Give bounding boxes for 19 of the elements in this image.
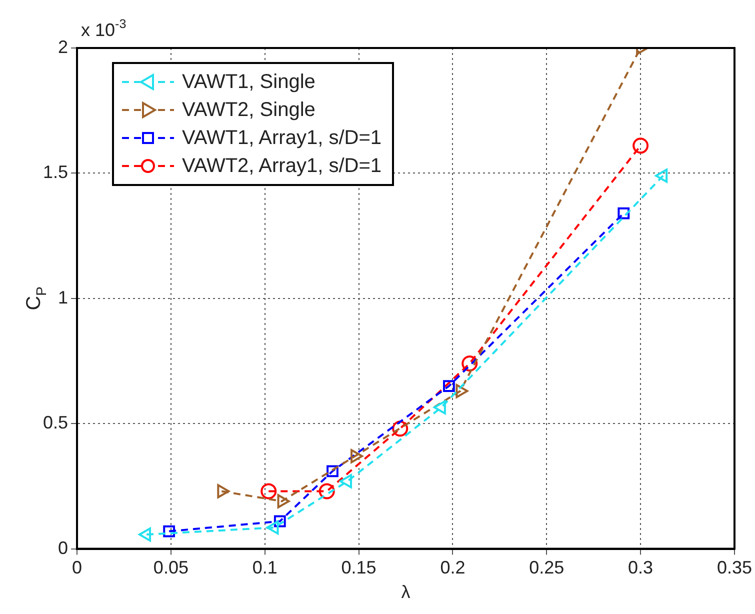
x-tick-label: 0	[72, 558, 82, 578]
x-tick-label: 0.05	[153, 558, 188, 578]
x-axis-title: λ	[401, 582, 410, 602]
x-tick-label: 0.2	[440, 558, 466, 578]
y-tick-label: 1	[58, 287, 68, 308]
legend-label: VAWT2, Single	[182, 98, 316, 122]
y-tick-label: 1.5	[42, 162, 68, 182]
x-tick-label: 0.25	[529, 558, 564, 578]
x-tick-label: 0.1	[252, 558, 278, 578]
y-tick-label: 2	[58, 36, 68, 57]
legend-label: VAWT1, Array1, s/D=1	[182, 126, 382, 150]
x-tick-label: 0.35	[716, 558, 752, 578]
legend-label: VAWT1, Single	[182, 70, 316, 94]
legend-label: VAWT2, Array1, s/D=1	[182, 154, 382, 178]
y-axis-title: CP	[23, 286, 49, 310]
x-tick-label: 0.15	[341, 558, 376, 578]
x-tick-label: 0.3	[628, 558, 654, 578]
y-tick-label: 0.5	[42, 412, 68, 433]
y-tick-label: 0	[58, 538, 68, 558]
